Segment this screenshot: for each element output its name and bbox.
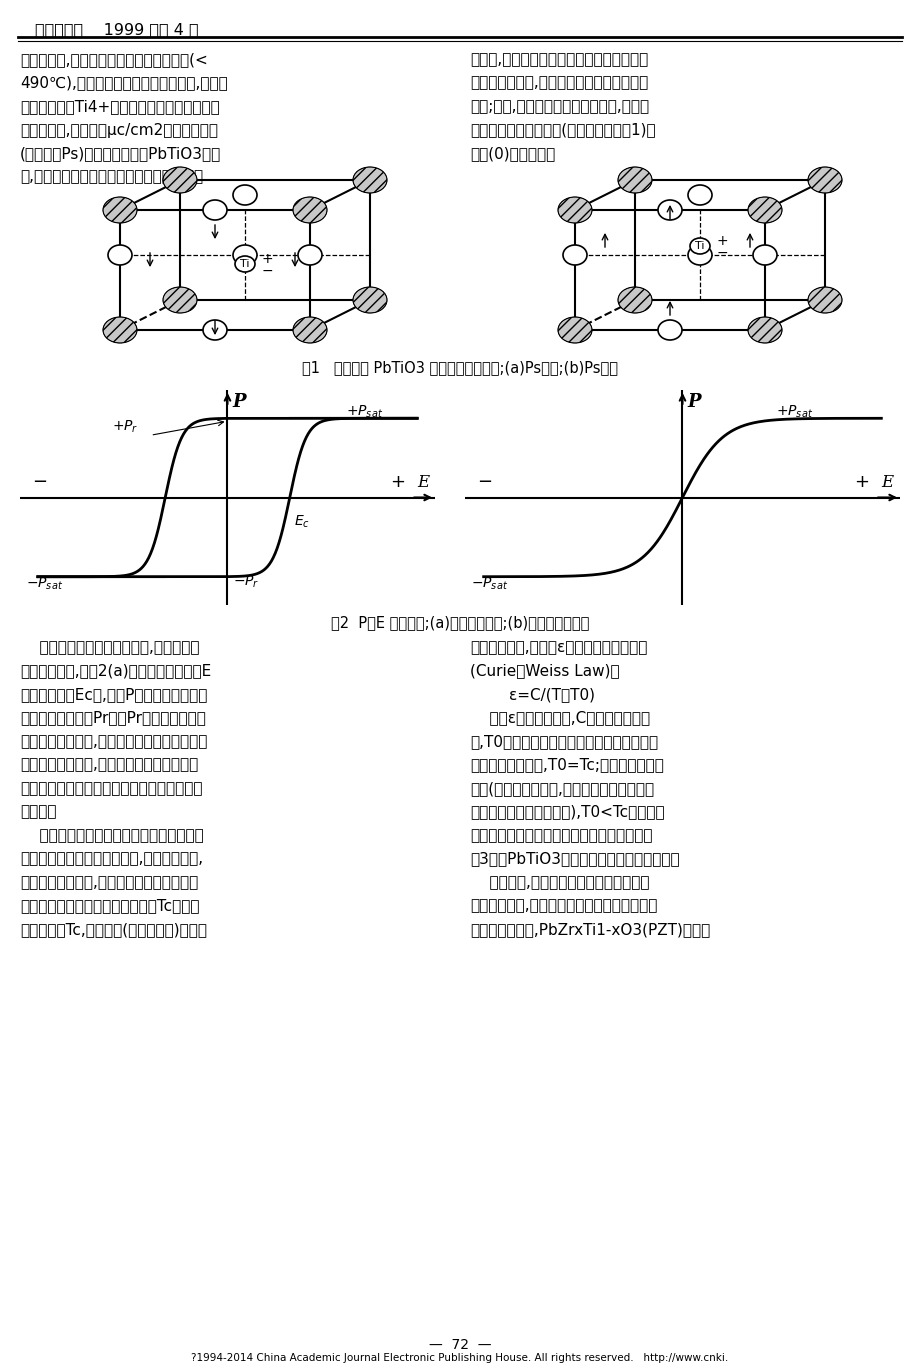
Ellipse shape [103, 197, 137, 222]
Ellipse shape [353, 167, 387, 192]
Ellipse shape [203, 201, 227, 220]
Ellipse shape [558, 317, 591, 343]
Text: 常。在顺电相,电容率ε遵从居里－外斯关系: 常。在顺电相,电容率ε遵从居里－外斯关系 [470, 640, 647, 655]
Text: P: P [232, 393, 245, 411]
Ellipse shape [233, 186, 256, 205]
Ellipse shape [234, 257, 255, 272]
Text: 式中ε为低频电容率,C是材料的居里常: 式中ε为低频电容率,C是材料的居里常 [470, 711, 650, 726]
Text: 性。忽略老化效应,在没有足够强的应力、电场: 性。忽略老化效应,在没有足够强的应力、电场 [20, 734, 207, 749]
Ellipse shape [292, 317, 326, 343]
Text: Ti: Ti [240, 259, 249, 269]
Ellipse shape [687, 186, 711, 205]
Text: 范围内。当温度超过某一值时,自发极化消失,: 范围内。当温度超过某一值时,自发极化消失, [20, 852, 203, 867]
Text: Ti: Ti [695, 242, 704, 251]
Text: 电体(极化不连续变化,降温和升温过程中分别: 电体(极化不连续变化,降温和升温过程中分别 [470, 781, 653, 796]
Text: −: − [477, 472, 492, 490]
Text: (Curie－Weiss Law)：: (Curie－Weiss Law)： [470, 663, 619, 678]
Ellipse shape [562, 244, 586, 265]
Text: 数,T0是居里－外斯温度。对于极化连续变化: 数,T0是居里－外斯温度。对于极化连续变化 [470, 734, 657, 749]
Text: −: − [715, 246, 727, 259]
Text: 向下(0)之间切换。: 向下(0)之间切换。 [470, 146, 555, 161]
Text: $+P_{sat}$: $+P_{sat}$ [346, 403, 383, 419]
Text: 忆功能。: 忆功能。 [20, 804, 56, 819]
Text: +: + [715, 233, 727, 248]
Text: E: E [416, 474, 428, 490]
Ellipse shape [203, 319, 227, 340]
Text: 电相变温度Tc,介电常数(或称电容率)出现反: 电相变温度Tc,介电常数(或称电容率)出现反 [20, 921, 207, 936]
Ellipse shape [747, 317, 781, 343]
Ellipse shape [657, 201, 681, 220]
Text: 零时的剩余极化＋Pr和－Pr具有相同的稳定: 零时的剩余极化＋Pr和－Pr具有相同的稳定 [20, 711, 206, 726]
Text: 图2  P－E 电滞回线;(a)铁电记忆材料;(b)非记忆弛豫材料: 图2 P－E 电滞回线;(a)铁电记忆材料;(b)非记忆弛豫材料 [331, 616, 588, 631]
Ellipse shape [108, 244, 131, 265]
Text: $+P_r$: $+P_r$ [112, 419, 139, 435]
Ellipse shape [558, 197, 591, 222]
Text: −: − [261, 263, 273, 278]
Ellipse shape [687, 244, 711, 265]
Text: 或向下位移,产生几十μc/cm2的净电偶极矩: 或向下位移,产生几十μc/cm2的净电偶极矩 [20, 123, 218, 138]
Text: P: P [686, 393, 700, 411]
Text: 除温度外,铁电材料的介电常数还与许多: 除温度外,铁电材料的介电常数还与许多 [470, 875, 649, 890]
Text: ?1994-2014 China Academic Journal Electronic Publishing House. All rights reserv: ?1994-2014 China Academic Journal Electr… [191, 1353, 728, 1364]
Text: 个都是永久性的。这就是铁电体的非挥发性记: 个都是永久性的。这就是铁电体的非挥发性记 [20, 781, 202, 796]
Ellipse shape [618, 167, 652, 192]
Ellipse shape [752, 244, 777, 265]
Text: $-P_{sat}$: $-P_{sat}$ [471, 575, 508, 591]
Text: +: + [261, 253, 273, 266]
Text: E: E [880, 474, 893, 490]
Text: 铁电体的自发极化反转行为,在实验上表: 铁电体的自发极化反转行为,在实验上表 [20, 640, 199, 655]
Ellipse shape [292, 197, 326, 222]
Text: 电反常使大多数铁电体具有极高的介电常数。: 电反常使大多数铁电体具有极高的介电常数。 [470, 829, 652, 844]
Text: 向等。举例来说,PbZrxTi1-xO3(PZT)的介电: 向等。举例来说,PbZrxTi1-xO3(PZT)的介电 [470, 921, 709, 936]
Text: 从零跃变为有限值和反之),T0<Tc。这种介: 从零跃变为有限值和反之),T0<Tc。这种介 [470, 804, 664, 819]
Text: 取向;并且,我们能够通过电场的反向,使整个: 取向;并且,我们能够通过电场的反向,使整个 [470, 100, 649, 115]
Text: $+P_{sat}$: $+P_{sat}$ [775, 403, 812, 419]
Text: 大于矫顽电场Ec时,极化P改变符号。电场为: 大于矫顽电场Ec时,极化P改变符号。电场为 [20, 687, 207, 702]
Text: 够大的外部电场,所有的电畴都能排列成同一: 够大的外部电场,所有的电畴都能排列成同一 [470, 75, 648, 90]
Ellipse shape [747, 197, 781, 222]
Text: 其它因素有关,如化学组成、晶粒大小和晶轴方: 其它因素有关,如化学组成、晶粒大小和晶轴方 [470, 898, 657, 913]
Ellipse shape [103, 317, 137, 343]
Text: 种极化状态。Ti4+离子相对于其它离子的向上: 种极化状态。Ti4+离子相对于其它离子的向上 [20, 100, 220, 115]
Ellipse shape [298, 244, 322, 265]
Text: +: + [390, 472, 405, 490]
Text: 则向下,构成铁电畴结构。向样品施加一个足: 则向下,构成铁电畴结构。向样品施加一个足 [470, 52, 648, 67]
Ellipse shape [807, 287, 841, 313]
Text: 晶体的极化方向在向上(可作为二进制码1)和: 晶体的极化方向在向上(可作为二进制码1)和 [470, 123, 655, 138]
Ellipse shape [807, 167, 841, 192]
Ellipse shape [657, 319, 681, 340]
Text: $-P_{sat}$: $-P_{sat}$ [26, 575, 63, 591]
Text: ε=C/(T－T0): ε=C/(T－T0) [470, 687, 595, 702]
Text: —  72  —: — 72 — [428, 1338, 491, 1351]
Text: 或热等外力作用时,这两个极化状态中的任一: 或热等外力作用时,这两个极化状态中的任一 [20, 758, 198, 773]
Ellipse shape [163, 287, 197, 313]
Text: 的二级相变铁电体,T0=Tc;对于一级相变铁: 的二级相变铁电体,T0=Tc;对于一级相变铁 [470, 758, 664, 773]
Text: $E_c$: $E_c$ [293, 513, 310, 530]
Ellipse shape [618, 287, 652, 313]
Text: 铁电体的铁电性通常只存在于一定的温度: 铁电体的铁电性通常只存在于一定的温度 [20, 829, 203, 844]
Ellipse shape [353, 287, 387, 313]
Text: 中,可以发现有些区域的极化是向上的,另一些: 中,可以发现有些区域的极化是向上的,另一些 [20, 169, 203, 184]
Text: 的转变温度称为居里温度或居里点Tc。在铁: 的转变温度称为居里温度或居里点Tc。在铁 [20, 898, 199, 913]
Text: 铁电体变成顺电体,这个铁电相与顺电相之间: 铁电体变成顺电体,这个铁电相与顺电相之间 [20, 875, 198, 890]
Text: 490℃),其结构畸变为四方钙钛矿结构,出现两: 490℃),其结构畸变为四方钙钛矿结构,出现两 [20, 75, 228, 90]
Text: 构是顺电相,没有自发极化存在。在铁电相(<: 构是顺电相,没有自发极化存在。在铁电相(< [20, 52, 208, 67]
Text: 现为电滞回线,如图2(a)所示。当外加电场E: 现为电滞回线,如图2(a)所示。当外加电场E [20, 663, 211, 678]
Text: −: − [32, 472, 47, 490]
Text: 图3给出PbTiO3的介电常数和自发极化温谱。: 图3给出PbTiO3的介电常数和自发极化温谱。 [470, 852, 679, 867]
Ellipse shape [163, 167, 197, 192]
Text: $-P_r$: $-P_r$ [233, 573, 260, 590]
Text: (自发极化Ps)。在未经处理的PbTiO3晶体: (自发极化Ps)。在未经处理的PbTiO3晶体 [20, 146, 221, 161]
Text: +: + [853, 472, 868, 490]
Text: 硅酸盐通报    1999 年第 4 期: 硅酸盐通报 1999 年第 4 期 [35, 22, 199, 37]
Text: 图1   钙钛矿型 PbTiO3 铁电体的极化状态;(a)Ps向下;(b)Ps向上: 图1 钙钛矿型 PbTiO3 铁电体的极化状态;(a)Ps向下;(b)Ps向上 [301, 360, 618, 375]
Ellipse shape [233, 244, 256, 265]
Ellipse shape [689, 238, 709, 254]
